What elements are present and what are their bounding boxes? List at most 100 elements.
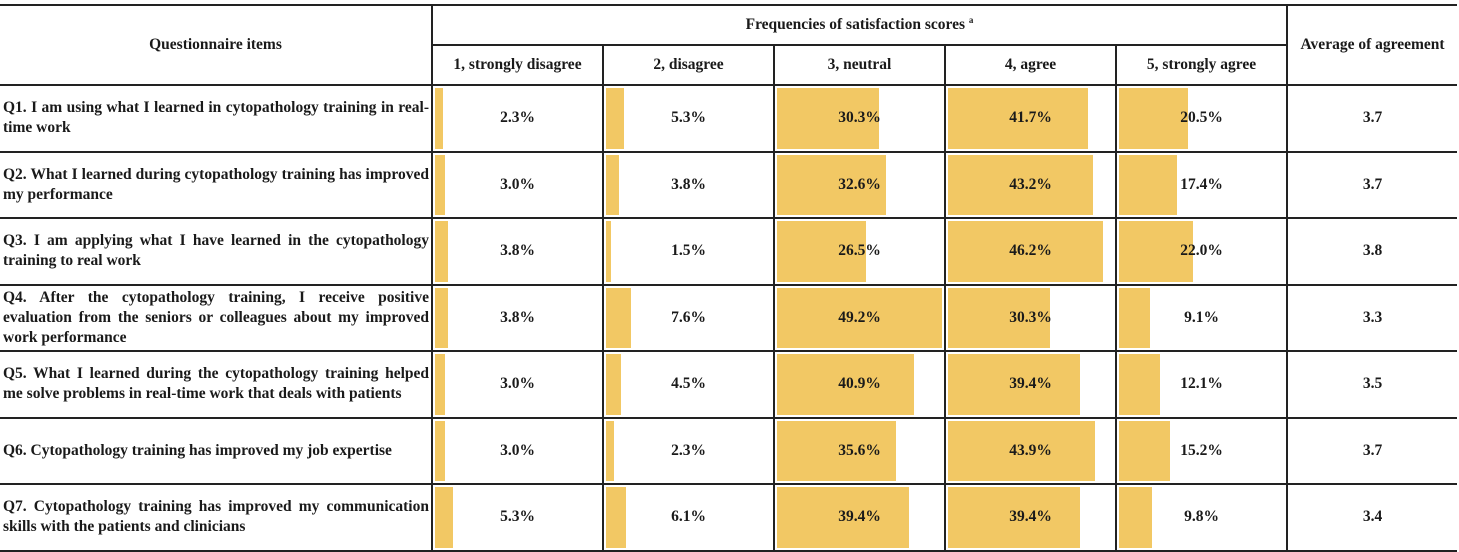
- frequency-percent: 17.4%: [1180, 175, 1223, 193]
- frequency-percent: 9.1%: [1184, 308, 1219, 326]
- frequency-cell: 41.7%: [944, 85, 1116, 153]
- frequency-percent: 2.3%: [671, 441, 706, 459]
- table-row: Q7. Cytopathology training has improved …: [0, 484, 1458, 552]
- frequency-bar: [1119, 487, 1152, 548]
- table-row: Q2. What I learned during cytopathology …: [0, 151, 1458, 219]
- frequencies-header-label: Frequencies of satisfaction scores: [745, 16, 966, 34]
- frequency-cell: 3.0%: [431, 351, 603, 419]
- frequency-percent: 43.9%: [1009, 441, 1052, 459]
- frequency-percent: 12.1%: [1180, 375, 1223, 393]
- frequency-percent: 39.4%: [838, 508, 881, 526]
- average-value: 3.7: [1287, 151, 1458, 219]
- frequency-cell: 3.0%: [431, 151, 603, 219]
- frequency-bar: [435, 287, 448, 348]
- frequency-cell: 22.0%: [1114, 218, 1289, 286]
- frequency-bar: [948, 221, 1103, 282]
- frequency-cell: 1.5%: [602, 218, 774, 286]
- frequency-cell: 40.9%: [773, 351, 945, 419]
- table-row: Q1. I am using what I learned in cytopat…: [0, 85, 1458, 153]
- satisfaction-table: Questionnaire items Frequencies of satis…: [0, 4, 1458, 552]
- frequency-percent: 32.6%: [838, 175, 881, 193]
- frequency-percent: 4.5%: [671, 375, 706, 393]
- frequency-bar: [1119, 221, 1193, 282]
- frequency-bar: [606, 88, 624, 149]
- frequency-bar: [606, 287, 632, 348]
- frequency-bar: [777, 287, 942, 348]
- frequency-bar: [777, 221, 866, 282]
- frequency-percent: 35.6%: [838, 441, 881, 459]
- frequency-percent: 39.4%: [1009, 508, 1052, 526]
- frequency-percent: 3.8%: [500, 308, 535, 326]
- frequency-cell: 46.2%: [944, 218, 1116, 286]
- frequency-bar: [435, 221, 448, 282]
- frequency-bar: [948, 487, 1081, 548]
- score-header-3: 3, neutral: [773, 45, 945, 86]
- frequency-bar: [948, 354, 1081, 415]
- question-text: Q3. I am applying what I have learned in…: [0, 218, 432, 286]
- frequency-bar: [777, 487, 910, 548]
- frequency-cell: 43.2%: [944, 151, 1116, 219]
- frequency-bar: [606, 487, 627, 548]
- frequency-percent: 3.8%: [500, 242, 535, 260]
- frequency-cell: 12.1%: [1114, 351, 1289, 419]
- frequency-bar: [606, 154, 619, 215]
- frequency-bar: [948, 154, 1093, 215]
- frequency-cell: 39.4%: [944, 351, 1116, 419]
- table-row: Q6. Cytopathology training has improved …: [0, 417, 1458, 485]
- question-text: Q5. What I learned during the cytopathol…: [0, 351, 432, 419]
- frequency-bar: [1119, 154, 1178, 215]
- frequency-cell: 32.6%: [773, 151, 945, 219]
- average-value: 3.4: [1287, 484, 1458, 552]
- frequency-bar: [777, 420, 897, 481]
- frequency-cell: 3.8%: [431, 218, 603, 286]
- frequencies-footnote-mark: a: [968, 15, 974, 26]
- frequency-percent: 3.0%: [500, 441, 535, 459]
- frequency-cell: 26.5%: [773, 218, 945, 286]
- frequency-bar: [1119, 88, 1188, 149]
- frequency-cell: 49.2%: [773, 284, 945, 352]
- frequency-cell: 20.5%: [1114, 85, 1289, 153]
- average-value: 3.5: [1287, 351, 1458, 419]
- table-row: Q3. I am applying what I have learned in…: [0, 218, 1458, 286]
- frequency-cell: 9.8%: [1114, 484, 1289, 552]
- frequency-cell: 3.8%: [602, 151, 774, 219]
- frequency-cell: 4.5%: [602, 351, 774, 419]
- score-header-4: 4, agree: [944, 45, 1116, 86]
- frequency-bar: [435, 420, 446, 481]
- frequency-cell: 39.4%: [944, 484, 1116, 552]
- frequency-percent: 43.2%: [1009, 175, 1052, 193]
- frequency-cell: 9.1%: [1114, 284, 1289, 352]
- frequency-percent: 3.8%: [671, 175, 706, 193]
- frequency-cell: 30.3%: [773, 85, 945, 153]
- frequency-bar: [948, 88, 1088, 149]
- frequency-bar: [777, 88, 879, 149]
- frequency-percent: 3.0%: [500, 375, 535, 393]
- frequency-bar: [435, 88, 443, 149]
- frequency-percent: 46.2%: [1009, 242, 1052, 260]
- frequency-bar: [606, 354, 622, 415]
- frequency-bar: [435, 487, 453, 548]
- frequency-percent: 30.3%: [1009, 308, 1052, 326]
- frequency-percent: 7.6%: [671, 308, 706, 326]
- frequency-percent: 5.3%: [671, 109, 706, 127]
- frequency-bar: [777, 154, 887, 215]
- question-text: Q4. After the cytopathology training, I …: [0, 284, 432, 352]
- frequency-bar: [948, 287, 1050, 348]
- frequency-percent: 15.2%: [1180, 441, 1223, 459]
- frequency-cell: 3.8%: [431, 284, 603, 352]
- frequency-bar: [1119, 354, 1160, 415]
- frequency-cell: 5.3%: [602, 85, 774, 153]
- frequency-cell: 15.2%: [1114, 417, 1289, 485]
- frequency-bar: [606, 420, 614, 481]
- frequency-cell: 39.4%: [773, 484, 945, 552]
- frequency-percent: 41.7%: [1009, 109, 1052, 127]
- average-header: Average of agreement: [1287, 4, 1458, 86]
- frequency-percent: 49.2%: [838, 308, 881, 326]
- frequency-cell: 30.3%: [944, 284, 1116, 352]
- frequency-bar: [1119, 420, 1170, 481]
- score-header-2: 2, disagree: [602, 45, 774, 86]
- frequency-cell: 3.0%: [431, 417, 603, 485]
- frequencies-header: Frequencies of satisfaction scores a: [430, 4, 1289, 46]
- frequency-cell: 2.3%: [431, 85, 603, 153]
- frequency-bar: [777, 354, 915, 415]
